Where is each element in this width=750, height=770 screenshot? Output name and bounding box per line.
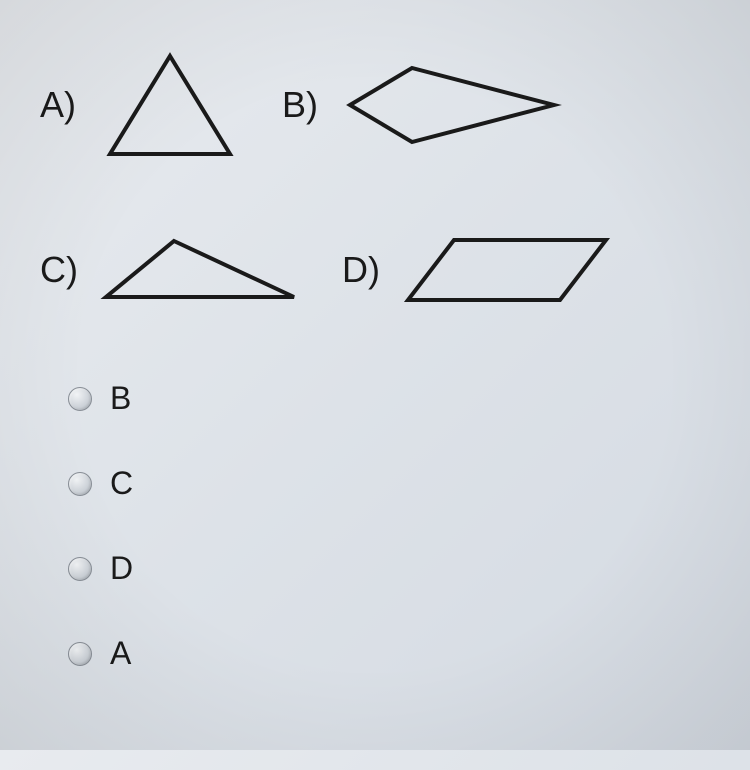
- option-row-2: C) D): [40, 232, 710, 308]
- answer-list: B C D A: [68, 380, 710, 672]
- answer-label: B: [110, 380, 131, 417]
- answer-option-B[interactable]: B: [68, 380, 710, 417]
- radio-icon[interactable]: [68, 557, 92, 581]
- answer-option-C[interactable]: C: [68, 465, 710, 502]
- option-row-1: A) B): [40, 50, 710, 160]
- answer-option-D[interactable]: D: [68, 550, 710, 587]
- shape-A: [100, 50, 240, 160]
- shape-C: [100, 235, 300, 305]
- answer-label: D: [110, 550, 133, 587]
- shape-B: [342, 60, 562, 150]
- radio-icon[interactable]: [68, 387, 92, 411]
- option-A-label: A): [40, 84, 88, 126]
- answer-label: A: [110, 635, 131, 672]
- radio-icon[interactable]: [68, 642, 92, 666]
- triangle-A-icon: [100, 50, 240, 160]
- option-B-label: B): [282, 84, 330, 126]
- kite-B-icon: [342, 60, 562, 150]
- option-D-label: D): [342, 249, 390, 291]
- option-C-label: C): [40, 249, 88, 291]
- triangle-C-icon: [100, 235, 300, 305]
- shape-D: [402, 232, 612, 308]
- question-container: A) B) C) D) B: [0, 0, 750, 770]
- answer-label: C: [110, 465, 133, 502]
- parallelogram-D-icon: [402, 232, 612, 308]
- radio-icon[interactable]: [68, 472, 92, 496]
- answer-option-A[interactable]: A: [68, 635, 710, 672]
